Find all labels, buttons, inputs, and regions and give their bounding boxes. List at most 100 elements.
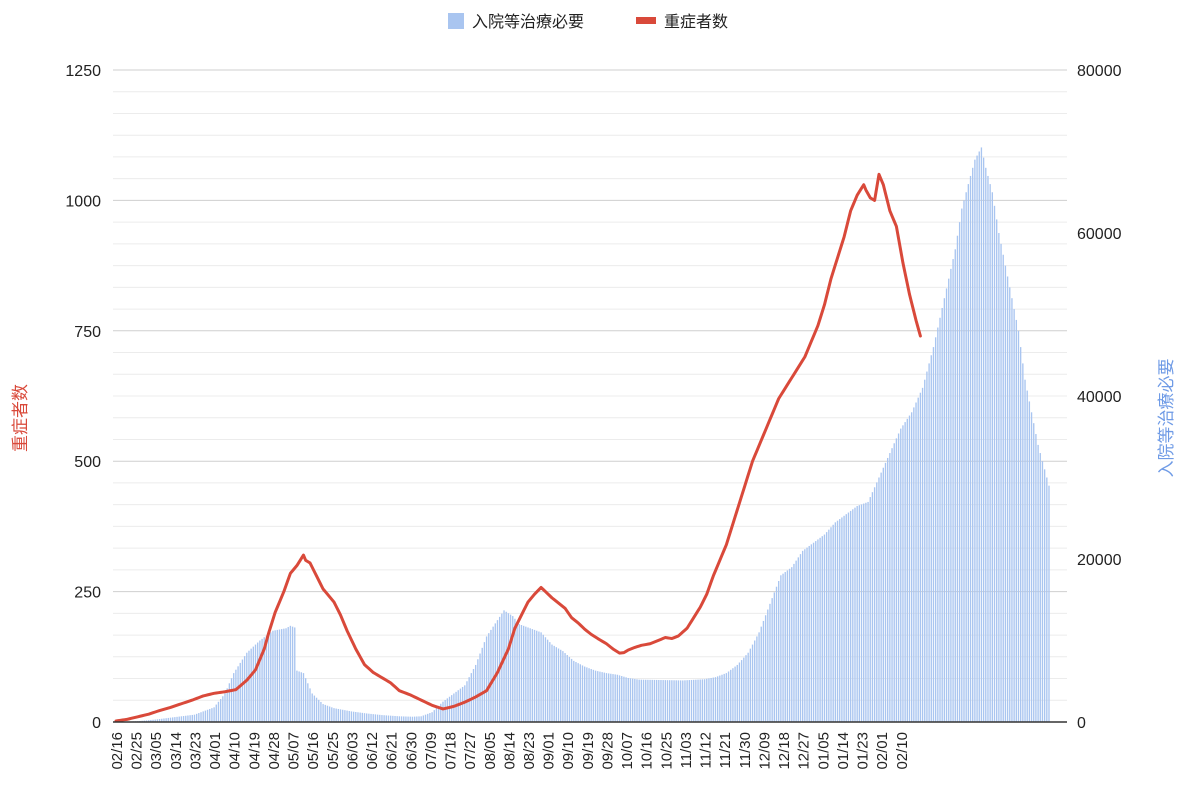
bar — [536, 630, 538, 722]
bar — [762, 620, 765, 722]
bar — [745, 655, 747, 722]
bar — [485, 636, 488, 722]
x-tick-label: 11/30 — [737, 732, 754, 768]
bar — [254, 644, 257, 722]
bar — [424, 714, 427, 722]
bar — [579, 664, 581, 722]
bar — [976, 155, 978, 722]
bar — [204, 710, 207, 722]
bar — [666, 680, 669, 722]
bar — [961, 208, 963, 723]
bar — [475, 664, 477, 722]
bar — [810, 544, 813, 722]
bar — [1041, 461, 1044, 722]
bar — [640, 679, 643, 722]
y-right-tick-label: 20000 — [1077, 552, 1122, 569]
x-tick-label: 06/21 — [384, 732, 401, 770]
bar — [150, 719, 152, 722]
y-axis-left-ticks: 0 250 500 750 1000 1250 — [65, 63, 101, 732]
bar — [490, 629, 492, 722]
bar — [989, 184, 991, 723]
bar — [538, 631, 540, 722]
bar — [350, 711, 353, 722]
y-right-tick-label: 40000 — [1077, 389, 1122, 406]
bar — [381, 715, 383, 722]
bar — [309, 688, 311, 722]
x-tick-label: 12/09 — [756, 732, 773, 770]
bar — [629, 678, 632, 722]
bar — [198, 713, 200, 722]
bar — [172, 717, 174, 722]
bar — [612, 674, 614, 722]
bar — [974, 159, 976, 722]
bar — [549, 642, 551, 722]
bar — [570, 658, 573, 722]
bar — [339, 709, 342, 722]
bar — [451, 695, 453, 722]
bar — [621, 676, 623, 722]
bar — [980, 147, 983, 722]
bar — [263, 637, 265, 722]
bar — [965, 192, 967, 722]
bar — [165, 718, 167, 722]
bar — [228, 683, 231, 722]
bar — [191, 714, 193, 722]
bar — [723, 673, 725, 722]
bar — [751, 644, 754, 722]
bar — [1002, 254, 1004, 723]
bar — [662, 680, 664, 722]
bar — [854, 507, 856, 722]
bar — [291, 626, 294, 722]
bar — [562, 651, 564, 722]
bar — [311, 693, 313, 722]
bar — [784, 572, 786, 722]
bar — [355, 711, 357, 722]
bar — [747, 652, 749, 722]
x-tick-label: 07/27 — [462, 732, 479, 770]
bar — [719, 675, 721, 722]
bar — [967, 184, 970, 723]
bar — [1004, 265, 1007, 722]
bar — [551, 644, 553, 722]
y-left-tick-label: 250 — [74, 585, 101, 602]
bar — [333, 708, 335, 722]
bar — [987, 175, 989, 722]
bar — [832, 524, 834, 722]
bar — [998, 233, 1000, 722]
bar — [435, 707, 438, 722]
x-tick-label: 06/03 — [344, 732, 361, 770]
bar — [237, 666, 239, 722]
bar — [618, 675, 621, 722]
bar — [167, 717, 169, 722]
bar — [361, 712, 363, 722]
bar — [1024, 379, 1026, 722]
bar — [145, 720, 148, 722]
bar — [267, 633, 270, 722]
bar — [446, 698, 449, 722]
bar — [651, 679, 653, 722]
bar — [1039, 453, 1041, 722]
x-tick-label: 02/10 — [894, 732, 911, 770]
bar — [272, 630, 274, 722]
bar — [385, 715, 387, 722]
bar — [856, 506, 858, 722]
bar — [1028, 401, 1031, 722]
bar — [505, 611, 507, 722]
bar — [603, 672, 605, 722]
x-tick-label: 02/16 — [109, 732, 126, 770]
bar — [934, 337, 937, 722]
bar — [915, 402, 917, 722]
bar — [697, 679, 699, 722]
bar — [557, 648, 560, 722]
bar — [743, 657, 745, 722]
bar — [442, 701, 444, 723]
bar — [285, 628, 287, 722]
bar — [180, 716, 183, 722]
bar — [370, 713, 372, 722]
bar — [522, 625, 525, 722]
bar — [259, 640, 261, 722]
bar — [209, 708, 211, 722]
bar — [645, 679, 647, 722]
bar — [379, 714, 381, 722]
bar — [982, 157, 985, 723]
